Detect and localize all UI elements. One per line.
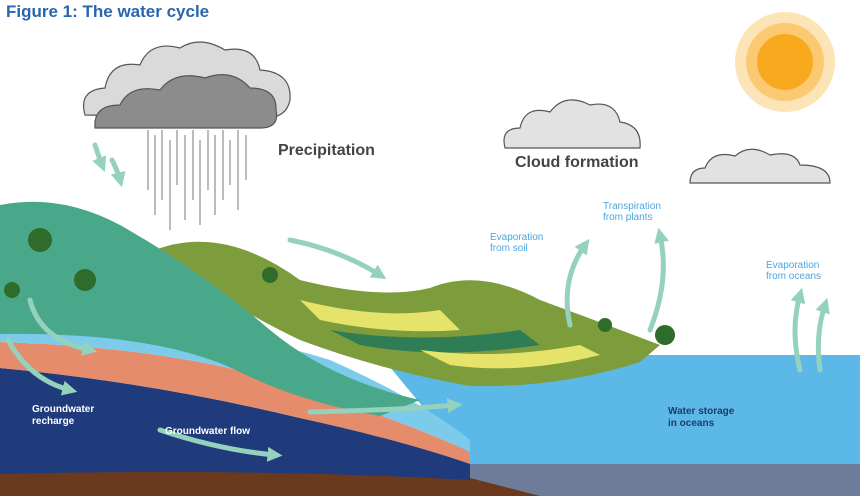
water-cycle-diagram: Figure 1: The water cycle Precipitation … [0,0,860,496]
label-precipitation: Precipitation [278,142,375,159]
clouds [84,42,830,183]
sun [735,12,835,112]
label-groundwater-flow: Groundwater flow [165,426,250,437]
rain [148,130,246,230]
figure-title: Figure 1: The water cycle [6,2,209,21]
landscape [0,202,860,496]
label-cloud-formation: Cloud formation [515,154,639,171]
